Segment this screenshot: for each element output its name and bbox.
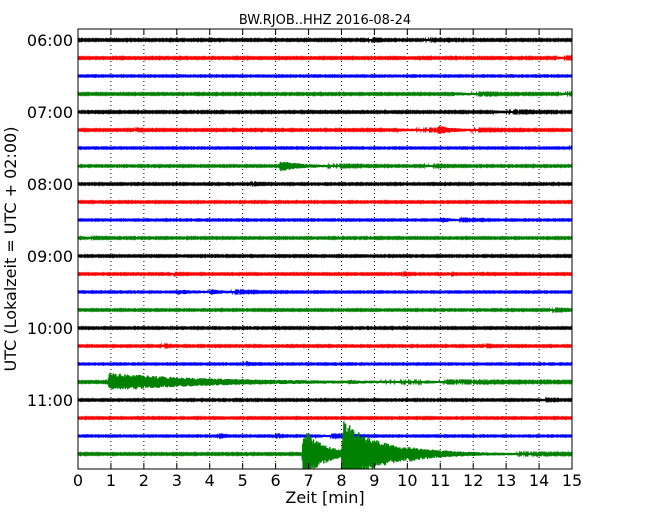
- trace-row-16: [78, 325, 572, 331]
- x-tick-label-4: 4: [205, 471, 215, 490]
- trace-row-0: [78, 36, 572, 44]
- trace-row-23: [78, 421, 572, 469]
- x-tick-label-9: 9: [369, 471, 379, 490]
- trace-row-5: [78, 125, 572, 134]
- x-tick-label-15: 15: [562, 471, 582, 490]
- trace-row-13: [78, 270, 572, 278]
- y-axis-label: UTC (Lokalzeit = UTC + 02:00): [1, 127, 20, 372]
- trace-row-12: [78, 253, 572, 259]
- trace-row-18: [78, 360, 572, 368]
- trace-row-21: [78, 415, 572, 421]
- y-tick-label-5: 11:00: [27, 391, 73, 410]
- y-axis: 06:00 07:00 08:00 09:00 10:00 11:00: [27, 31, 572, 410]
- trace-row-19: [78, 372, 572, 390]
- trace-row-8: [78, 180, 572, 188]
- x-axis: 0 1 2 3 4 5 6 7 8 9 10 11 12 13 14 15: [73, 29, 582, 490]
- trace-row-14: [78, 288, 572, 296]
- y-tick-label-0: 06:00: [27, 31, 73, 50]
- x-tick-label-0: 0: [73, 471, 83, 490]
- x-tick-label-2: 2: [139, 471, 149, 490]
- trace-row-22: [78, 432, 572, 440]
- grid-lines: [110, 29, 540, 469]
- trace-row-20: [78, 396, 572, 404]
- x-tick-label-3: 3: [172, 471, 182, 490]
- x-tick-label-5: 5: [238, 471, 248, 490]
- trace-row-2: [78, 73, 572, 79]
- trace-row-4: [78, 108, 572, 116]
- y-tick-label-1: 07:00: [27, 103, 73, 122]
- traces: [78, 36, 572, 469]
- trace-row-1: [78, 54, 572, 62]
- trace-row-3: [78, 90, 572, 98]
- x-tick-label-12: 12: [463, 471, 483, 490]
- y-tick-label-4: 10:00: [27, 319, 73, 338]
- trace-row-10: [78, 216, 572, 224]
- x-tick-label-7: 7: [303, 471, 313, 490]
- x-tick-label-14: 14: [529, 471, 549, 490]
- trace-row-9: [78, 199, 572, 205]
- x-axis-label: Zeit [min]: [285, 488, 364, 507]
- x-tick-label-6: 6: [271, 471, 281, 490]
- plot-frame: [77, 28, 573, 470]
- trace-row-6: [78, 144, 572, 151]
- x-tick-label-10: 10: [397, 471, 417, 490]
- trace-row-11: [78, 234, 572, 242]
- x-tick-label-8: 8: [336, 471, 346, 490]
- y-tick-label-2: 08:00: [27, 175, 73, 194]
- trace-row-7: [78, 161, 572, 172]
- trace-row-15: [78, 306, 572, 314]
- chart-title: BW.RJOB..HHZ 2016-08-24: [239, 13, 411, 28]
- y-tick-label-3: 09:00: [27, 247, 73, 266]
- x-tick-label-11: 11: [430, 471, 450, 490]
- x-tick-label-13: 13: [496, 471, 516, 490]
- trace-row-17: [78, 342, 572, 350]
- x-tick-label-1: 1: [106, 471, 116, 490]
